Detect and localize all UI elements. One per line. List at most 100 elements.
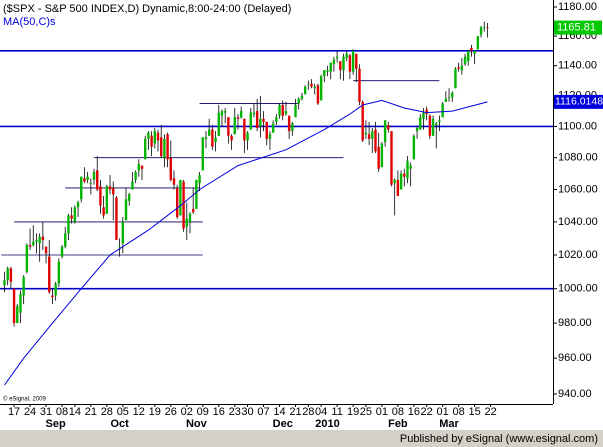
candle-body — [383, 120, 387, 143]
x-tick-label: 31 — [40, 406, 52, 418]
footer: Published by eSignal (www.esignal.com) — [400, 433, 598, 445]
last-price-label: 1165.81 — [557, 21, 596, 33]
candle-body — [51, 295, 54, 298]
candle-body — [364, 132, 368, 135]
y-tick-label: 1040.00 — [558, 216, 598, 228]
candle-body — [316, 85, 320, 104]
candle-body — [236, 117, 240, 119]
candle-body — [310, 83, 313, 87]
candle-body — [9, 268, 13, 282]
candle-body — [287, 115, 291, 132]
candle-body — [435, 123, 438, 125]
candle-body — [22, 276, 25, 296]
candle-body — [144, 138, 147, 160]
candle-body — [348, 55, 352, 72]
x-tick-label: 01 — [376, 406, 388, 418]
candle-body — [35, 240, 38, 242]
candle-body — [396, 179, 400, 196]
candle-body — [454, 68, 457, 89]
candle-body — [425, 109, 428, 115]
month-label: 2010 — [315, 418, 339, 430]
candle-body — [57, 261, 61, 284]
candle-body — [271, 123, 275, 133]
candle-body — [19, 293, 22, 313]
candle-body — [105, 186, 109, 214]
candle-body — [230, 135, 233, 141]
candle-body — [159, 137, 163, 157]
x-tick-label: 24 — [24, 406, 36, 418]
candle-body — [399, 173, 403, 190]
candle-body — [182, 181, 185, 229]
candle-body — [342, 56, 345, 71]
x-tick-label: 17 — [8, 406, 20, 418]
candle-body — [38, 236, 41, 244]
candle-body — [172, 178, 176, 185]
candle-body — [108, 186, 112, 190]
y-tick-label: 960.00 — [558, 352, 592, 364]
candle-body — [291, 123, 294, 132]
x-tick-label: 15 — [469, 406, 481, 418]
x-tick-label: 11 — [331, 406, 342, 418]
candle-body — [166, 134, 169, 160]
candle-body — [255, 111, 259, 129]
candle-body — [204, 137, 208, 139]
candle-body — [470, 47, 473, 51]
candle-body — [422, 112, 425, 119]
candle-body — [169, 157, 172, 180]
candle-body — [332, 59, 336, 65]
candle-body — [339, 61, 342, 71]
candle-body — [131, 181, 134, 190]
candle-body — [377, 146, 380, 169]
y-tick-label: 940.00 — [558, 388, 592, 400]
candle-body — [361, 101, 364, 141]
x-tick-label: 28 — [302, 406, 314, 418]
month-label: Sep — [46, 418, 66, 430]
x-tick-label: 14 — [69, 406, 81, 418]
x-tick-label: 01 — [437, 406, 449, 418]
x-tick-label: 22 — [421, 406, 433, 418]
candle-body — [431, 118, 435, 136]
chart-title: ($SPX - S&P 500 INDEX,D) Dynamic,8:00-24… — [3, 3, 291, 15]
candle-body — [239, 111, 243, 118]
x-tick-label: 23 — [229, 406, 241, 418]
candle-body — [460, 65, 464, 71]
candle-body — [16, 305, 19, 324]
candle-body — [326, 70, 329, 72]
candle-body — [128, 194, 131, 201]
candle-body — [6, 268, 9, 281]
candle-body — [444, 98, 448, 102]
candle-body — [428, 115, 432, 136]
candle-body — [188, 213, 192, 222]
month-label: Dec — [273, 418, 293, 430]
x-tick-label: 08 — [56, 406, 68, 418]
candle-body — [441, 103, 444, 118]
y-tick-label: 1020.00 — [558, 249, 598, 261]
candle-body — [137, 164, 141, 171]
x-tick-label: 14 — [273, 406, 285, 418]
candle-body — [124, 199, 128, 221]
x-tick-label: 19 — [347, 406, 359, 418]
candle-body — [67, 215, 70, 234]
indicator-label: MA(50,C)s — [3, 16, 56, 28]
x-tick-label: 04 — [315, 406, 327, 418]
candle-body — [252, 112, 256, 115]
candle-body — [198, 175, 201, 184]
candle-body — [191, 208, 195, 213]
candle-body — [246, 132, 249, 141]
candle-body — [284, 111, 288, 115]
candle-body — [150, 135, 153, 147]
candle-body — [118, 246, 121, 248]
candle-body — [367, 134, 371, 139]
candle-body — [86, 176, 89, 180]
candle-body — [243, 118, 246, 141]
x-tick-label: 30 — [241, 406, 253, 418]
x-tick-label: 25 — [360, 406, 372, 418]
candle-body — [80, 176, 83, 200]
x-tick-label: 26 — [165, 406, 177, 418]
x-tick-label: 12 — [133, 406, 145, 418]
candle-body — [374, 129, 377, 152]
candle-body — [300, 95, 304, 99]
candle-body — [163, 138, 166, 158]
candle-body — [195, 179, 198, 209]
